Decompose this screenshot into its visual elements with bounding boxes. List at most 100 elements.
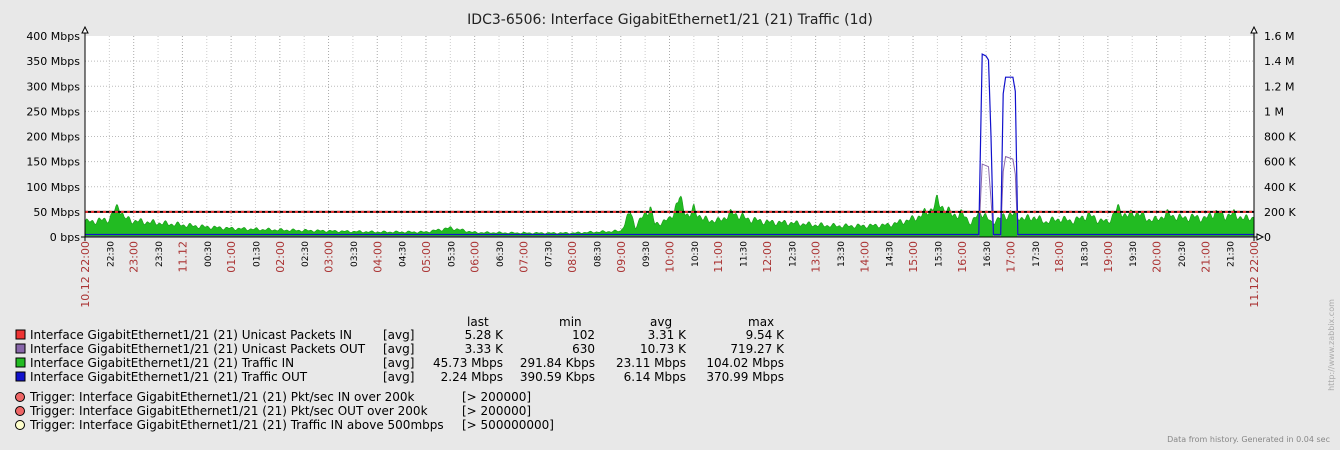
x-tick-label: 11:00 bbox=[712, 241, 725, 273]
trigger-condition: [> 200000] bbox=[462, 404, 531, 418]
legend-item-min: 291.84 Kbps bbox=[520, 356, 595, 370]
x-tick-label: 08:00 bbox=[566, 241, 579, 273]
x-tick-label: 06:00 bbox=[469, 241, 482, 273]
x-tick-label: 03:00 bbox=[323, 241, 336, 273]
legend-swatch bbox=[15, 329, 26, 340]
chart-title: IDC3-6506: Interface GigabitEthernet1/21… bbox=[467, 12, 873, 28]
trigger-name: Trigger: Interface GigabitEthernet1/21 (… bbox=[29, 404, 428, 418]
x-tick-label: 11.12 bbox=[176, 241, 189, 273]
traffic-out-line bbox=[85, 53, 1254, 236]
x-tick-label: 08:30 bbox=[593, 241, 603, 267]
x-tick-label: 04:00 bbox=[371, 241, 384, 273]
legend-header-min: min bbox=[559, 315, 582, 329]
x-tick-label: 07:00 bbox=[517, 241, 530, 273]
trigger-name: Trigger: Interface GigabitEthernet1/21 (… bbox=[29, 418, 444, 432]
traffic-in-area bbox=[84, 194, 1255, 238]
x-tick-label: 10:00 bbox=[664, 241, 677, 273]
x-tick-label: 16:30 bbox=[983, 241, 993, 267]
legend-item-last: 5.28 K bbox=[465, 328, 505, 342]
packets-out-line bbox=[85, 155, 1255, 238]
trigger-indicator bbox=[15, 406, 25, 416]
legend-item-min: 102 bbox=[572, 328, 595, 342]
legend-item-name: Interface GigabitEthernet1/21 (21) Unica… bbox=[30, 328, 352, 342]
x-tick-label: 01:00 bbox=[225, 241, 238, 273]
y-left-tick-label: 50 Mbps bbox=[33, 206, 80, 219]
x-tick-label: 19:00 bbox=[1102, 241, 1115, 273]
y-right-tick-label: 600 K bbox=[1264, 156, 1296, 169]
y-left-tick-label: 250 Mbps bbox=[26, 105, 80, 118]
y-right-tick-label: 1.4 M bbox=[1264, 55, 1294, 68]
x-tick-label: 20:00 bbox=[1151, 241, 1164, 273]
x-tick-label: 04:30 bbox=[399, 241, 409, 267]
y-right-tick-label: 1.2 M bbox=[1264, 80, 1294, 93]
legend-item-func: [avg] bbox=[383, 356, 414, 370]
legend-item-avg: 3.31 K bbox=[648, 328, 688, 342]
legend-item-max: 719.27 K bbox=[730, 342, 785, 356]
x-tick-label: 12:00 bbox=[761, 241, 774, 273]
legend-item-max: 104.02 Mbps bbox=[706, 356, 784, 370]
x-tick-label: 00:30 bbox=[204, 241, 214, 267]
y-right-tick-label: 1 M bbox=[1264, 105, 1284, 118]
y-right-tick-label: 400 K bbox=[1264, 181, 1296, 194]
axis-arrow-x bbox=[1256, 233, 1265, 241]
trigger-condition: [> 200000] bbox=[462, 390, 531, 404]
x-tick-label: 10:30 bbox=[691, 241, 701, 267]
legend-header-avg: avg bbox=[650, 315, 672, 329]
x-tick-label: 21:30 bbox=[1227, 241, 1237, 267]
x-tick-label: 02:30 bbox=[301, 241, 311, 267]
legend-item-func: [avg] bbox=[383, 342, 414, 356]
legend-item-min: 390.59 Kbps bbox=[520, 370, 595, 384]
watermark-text: http://www.zabbix.com bbox=[1327, 299, 1336, 391]
legend-item-func: [avg] bbox=[383, 370, 414, 384]
x-tick-label: 15:30 bbox=[934, 241, 944, 267]
legend-item-func: [avg] bbox=[383, 328, 414, 342]
legend-item-last: 45.73 Mbps bbox=[433, 356, 503, 370]
footer-text: Data from history. Generated in 0.04 sec bbox=[1167, 435, 1330, 444]
y-left-tick-label: 350 Mbps bbox=[26, 55, 80, 68]
legend-item-name: Interface GigabitEthernet1/21 (21) Traff… bbox=[30, 356, 294, 370]
legend-item-max: 9.54 K bbox=[746, 328, 786, 342]
x-tick-label: 18:30 bbox=[1081, 241, 1091, 267]
x-tick-label: 23:30 bbox=[155, 241, 165, 267]
x-tick-label: 01:30 bbox=[252, 241, 262, 267]
trigger-indicator bbox=[15, 392, 25, 402]
legend-header-max: max bbox=[748, 315, 774, 329]
x-tick-label: 11:30 bbox=[740, 241, 750, 267]
x-tick-label: 09:00 bbox=[615, 241, 628, 273]
y-left-tick-label: 0 bps bbox=[50, 231, 80, 244]
x-tick-label: 03:30 bbox=[350, 241, 360, 267]
legend-item-avg: 6.14 Mbps bbox=[624, 370, 686, 384]
x-tick-label: 22:30 bbox=[106, 241, 116, 267]
trigger-condition: [> 500000000] bbox=[462, 418, 554, 432]
y-right-tick-label: 200 K bbox=[1264, 206, 1296, 219]
x-tick-label: 02:00 bbox=[274, 241, 287, 273]
legend-swatch bbox=[15, 357, 26, 368]
legend-item-avg: 23.11 Mbps bbox=[616, 356, 686, 370]
x-tick-label: 20:30 bbox=[1178, 241, 1188, 267]
legend-item-name: Interface GigabitEthernet1/21 (21) Traff… bbox=[30, 370, 308, 384]
x-tick-label: 05:30 bbox=[447, 241, 457, 267]
trigger-indicator bbox=[15, 420, 25, 430]
x-tick-label: 18:00 bbox=[1053, 241, 1066, 273]
x-tick-label: 06:30 bbox=[496, 241, 506, 267]
x-tick-label: 13:00 bbox=[810, 241, 823, 273]
x-tick-label: 15:00 bbox=[907, 241, 920, 273]
y-left-tick-label: 300 Mbps bbox=[26, 80, 80, 93]
y-right-tick-label: 800 K bbox=[1264, 131, 1296, 144]
x-tick-label: 14:30 bbox=[886, 241, 896, 267]
legend-header-last: last bbox=[467, 315, 489, 329]
x-tick-label: 14:00 bbox=[858, 241, 871, 273]
legend-item-name: Interface GigabitEthernet1/21 (21) Unica… bbox=[30, 342, 366, 356]
x-tick-label: 19:30 bbox=[1129, 241, 1139, 267]
legend-swatch bbox=[15, 371, 26, 382]
x-tick-label: 09:30 bbox=[642, 241, 652, 267]
x-tick-label: 12:30 bbox=[788, 241, 798, 267]
axis-arrow-right bbox=[1250, 25, 1258, 34]
x-tick-label: 07:30 bbox=[545, 241, 555, 267]
legend-swatch bbox=[15, 343, 26, 354]
legend-item-max: 370.99 Mbps bbox=[706, 370, 784, 384]
legend-item-min: 630 bbox=[572, 342, 595, 356]
x-tick-label: 11.12 22:00 bbox=[1248, 241, 1261, 308]
